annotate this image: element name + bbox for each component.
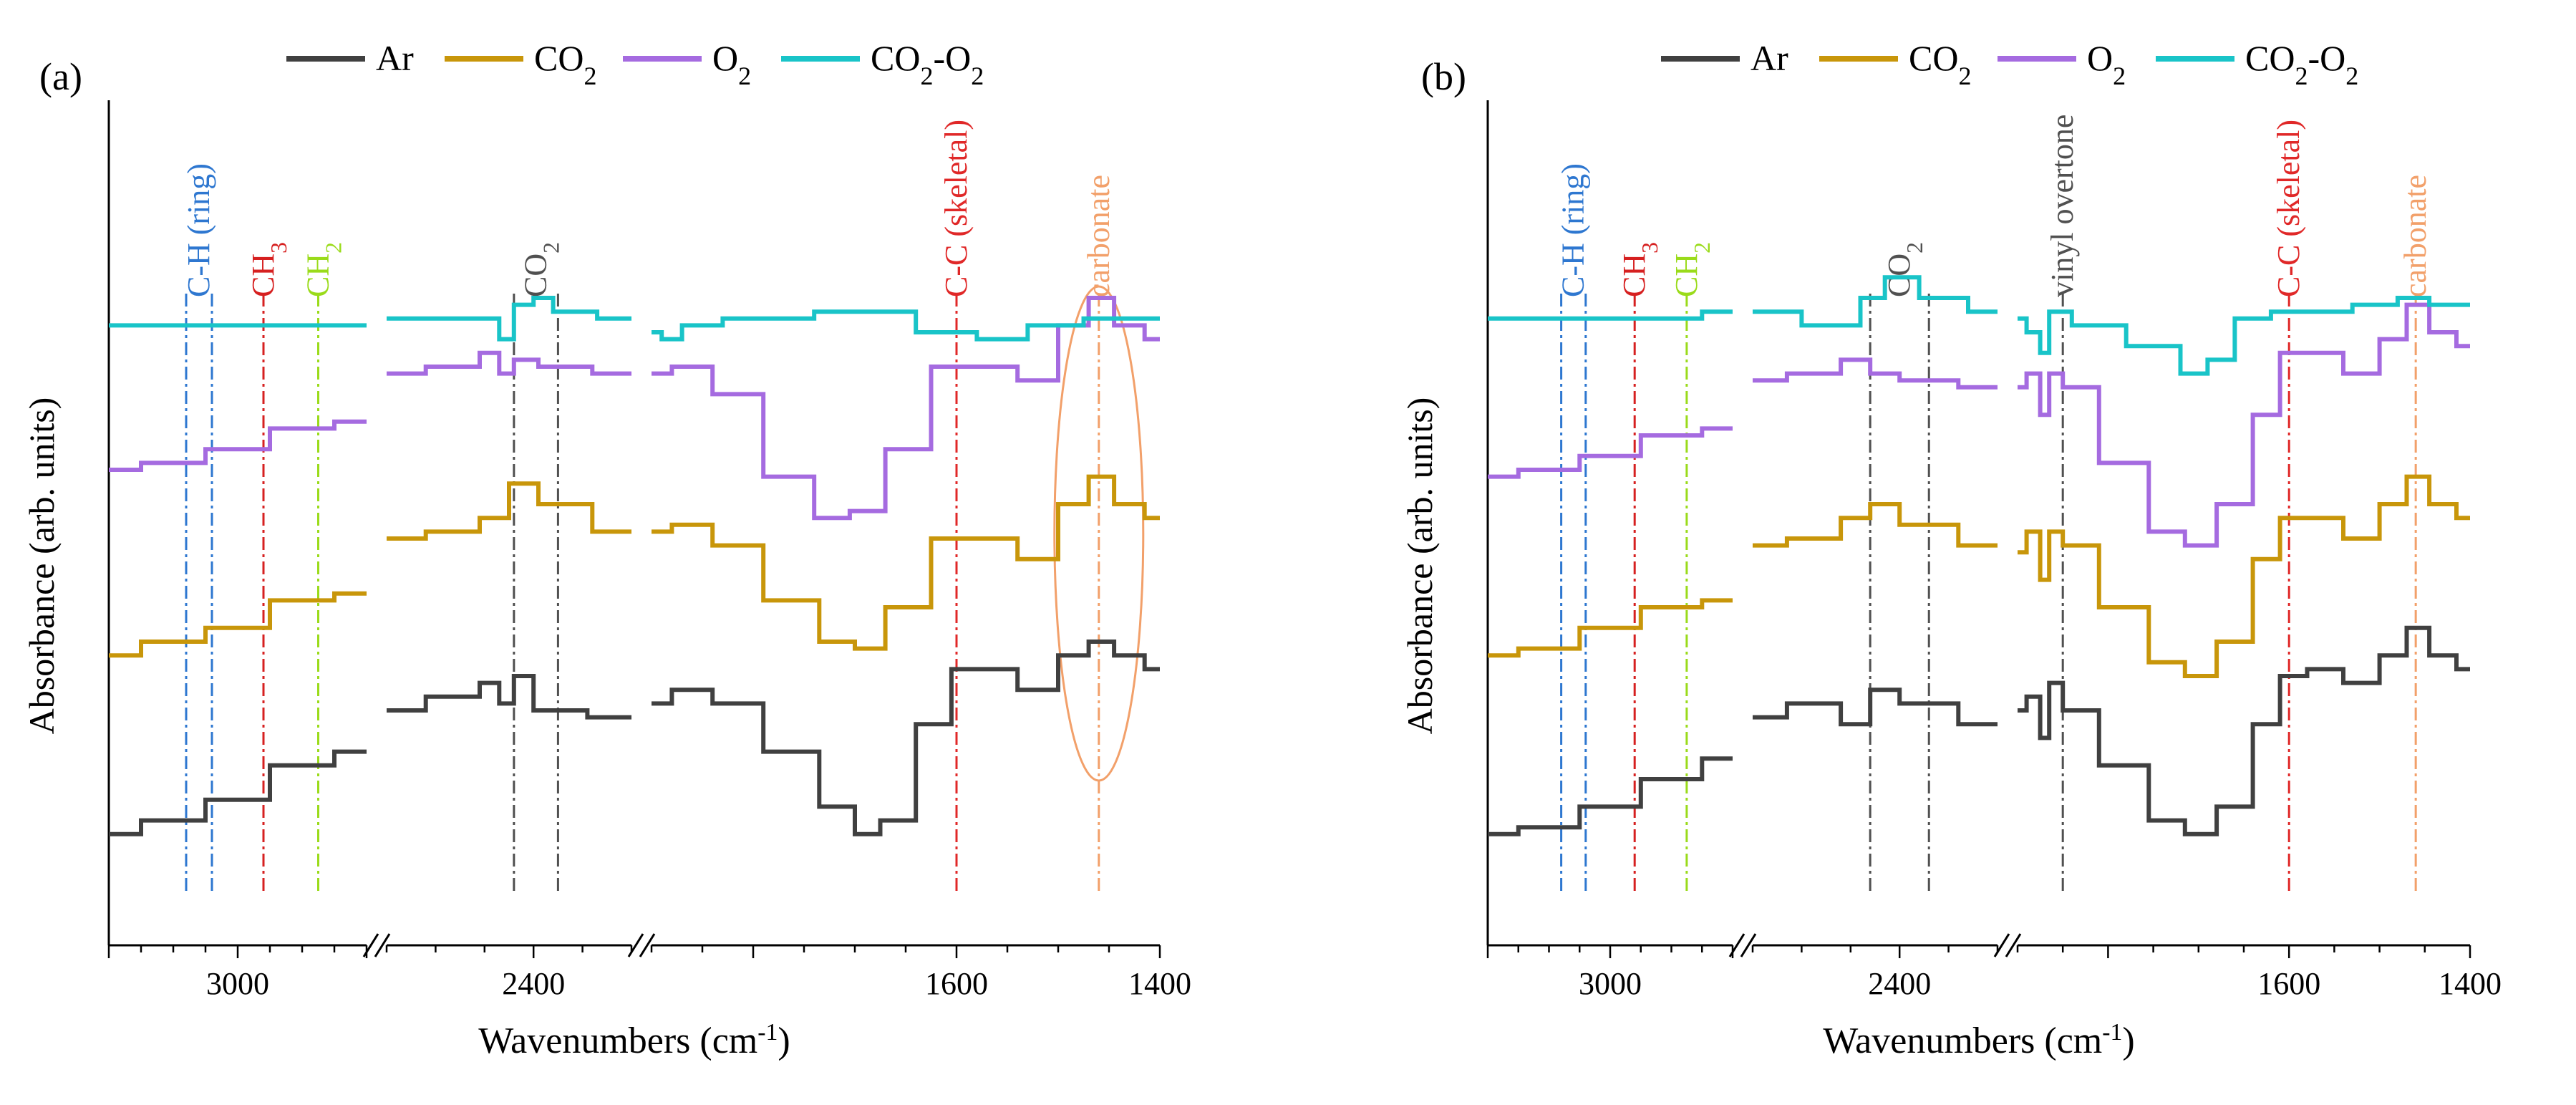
legend-label: CO2-O2 bbox=[871, 38, 984, 90]
series-line-o2 bbox=[652, 296, 1160, 521]
axis-break bbox=[362, 933, 379, 957]
annotation-label: C-C (skeletal) bbox=[939, 120, 974, 297]
annotation-label: CO2 bbox=[518, 242, 564, 297]
series-line-ar bbox=[2018, 625, 2470, 836]
panel-label: (b) bbox=[1421, 55, 1466, 98]
series-line-o2 bbox=[2018, 302, 2470, 548]
series-line-co2 bbox=[2018, 474, 2470, 678]
panel-a: (a) Absorbance (arb. units) 3000 2400 1600 14… bbox=[21, 38, 1191, 1061]
axis-break bbox=[374, 933, 391, 957]
x-tick-label: 1600 bbox=[925, 966, 988, 1001]
annotation-label: vinyl overtone bbox=[2045, 115, 2080, 297]
x-tick-label: 1600 bbox=[2257, 966, 2320, 1001]
carbonate-highlight bbox=[1053, 285, 1145, 782]
legend-label: CO2 bbox=[1909, 38, 1971, 90]
x-tick-label: 3000 bbox=[206, 966, 269, 1001]
x-tick-label: 2400 bbox=[1868, 966, 1931, 1001]
annotation-label: CH3 bbox=[246, 242, 291, 297]
y-axis-label: Absorbance (arb. units) bbox=[1400, 397, 1440, 735]
annotation-label: carbonate bbox=[2398, 175, 2433, 297]
series-line-ar bbox=[652, 640, 1160, 836]
annotation-label: CH2 bbox=[301, 242, 347, 297]
series-line-o2 bbox=[1488, 426, 1733, 479]
legend-label: Ar bbox=[1751, 38, 1788, 78]
annotation-label: C-H (ring) bbox=[1556, 163, 1591, 297]
legend-label: Ar bbox=[376, 38, 414, 78]
axis-break bbox=[2005, 933, 2022, 957]
series-line-co2-o2 bbox=[1488, 309, 1733, 321]
annotation-label: C-C (skeletal) bbox=[2271, 120, 2306, 297]
legend-label: O2 bbox=[2087, 38, 2126, 90]
annotation-label: C-H (ring) bbox=[181, 163, 216, 297]
series-line-ar bbox=[387, 674, 631, 720]
series-line-co2-o2 bbox=[652, 309, 1160, 342]
panel-label: (a) bbox=[39, 55, 82, 98]
series-line-ar bbox=[1753, 687, 1998, 727]
series-line-o2 bbox=[387, 350, 631, 376]
series-line-co2 bbox=[652, 474, 1160, 651]
x-tick-label: 2400 bbox=[502, 966, 565, 1001]
y-axis-label: Absorbance (arb. units) bbox=[21, 397, 62, 735]
x-tick-label: 1400 bbox=[2439, 966, 2502, 1001]
series-line-co2-o2 bbox=[1753, 275, 1998, 328]
axis-break bbox=[639, 933, 656, 957]
legend-label: CO2 bbox=[534, 38, 596, 90]
series-line-co2 bbox=[1488, 598, 1733, 658]
series-line-co2-o2 bbox=[2018, 296, 2470, 376]
series-line-co2-o2 bbox=[387, 296, 631, 342]
axis-break bbox=[1993, 933, 2010, 957]
series-line-o2 bbox=[1753, 357, 1998, 390]
axis-break bbox=[1728, 933, 1745, 957]
annotation-label: CH2 bbox=[1669, 242, 1715, 297]
series-line-co2 bbox=[109, 591, 367, 658]
x-tick-label: 1400 bbox=[1128, 966, 1191, 1001]
axis-break bbox=[1740, 933, 1757, 957]
series-line-o2 bbox=[109, 419, 367, 472]
series-line-ar bbox=[109, 749, 367, 836]
x-axis-label: Wavenumbers (cm-1) bbox=[1823, 1019, 2134, 1062]
series-line-co2 bbox=[1753, 502, 1998, 548]
panel-b: (b) Absorbance (arb. units) 3000 2400 1600 14… bbox=[1400, 38, 2502, 1061]
axis-break bbox=[627, 933, 644, 957]
legend-label: O2 bbox=[712, 38, 751, 90]
x-axis-label: Wavenumbers (cm-1) bbox=[478, 1019, 790, 1062]
x-tick-label: 3000 bbox=[1579, 966, 1642, 1001]
series-line-co2 bbox=[387, 481, 631, 541]
series-line-ar bbox=[1488, 756, 1733, 836]
legend-label: CO2-O2 bbox=[2245, 38, 2358, 90]
annotation-label: carbonate bbox=[1081, 175, 1116, 297]
annotation-label: CH3 bbox=[1617, 242, 1662, 297]
